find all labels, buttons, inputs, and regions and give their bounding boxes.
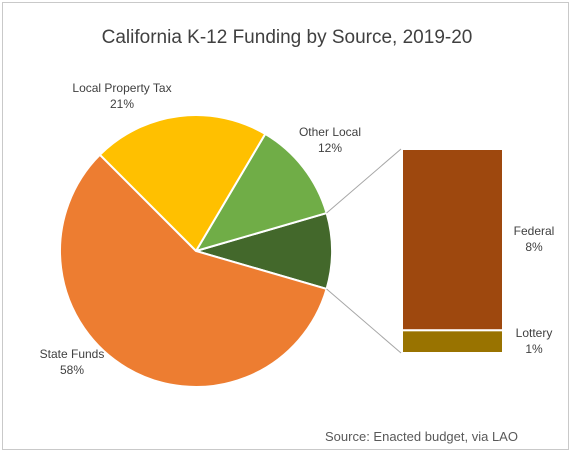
bar-segment-lottery xyxy=(401,329,504,355)
label-lottery-name: Lottery xyxy=(515,326,553,340)
label-lottery-value: 1% xyxy=(525,342,543,356)
label-other-local-value: 12% xyxy=(317,141,343,155)
pie-slice-local-property-tax xyxy=(98,114,267,253)
label-federal-value: 8% xyxy=(525,240,543,254)
label-local-property-tax-value: 21% xyxy=(109,97,135,111)
label-local-property-tax-name: Local Property Tax xyxy=(72,81,172,95)
label-other-local: Other Local 12% xyxy=(290,124,370,156)
pie-slice-other-local xyxy=(193,132,328,253)
label-state-funds-name: State Funds xyxy=(39,347,105,361)
label-other-local-name: Other Local xyxy=(298,125,362,139)
label-local-property-tax: Local Property Tax 21% xyxy=(62,80,182,112)
label-federal: Federal 8% xyxy=(504,223,564,255)
chart-title: California K-12 Funding by Source, 2019-… xyxy=(101,27,473,48)
pie-slice-state-funds xyxy=(59,153,328,388)
bar-segment-federal xyxy=(401,148,504,332)
connector-line-bottom xyxy=(326,288,402,354)
label-federal-name: Federal xyxy=(513,224,555,238)
label-state-funds: State Funds 58% xyxy=(32,346,112,378)
source-note: Source: Enacted budget, via LAO xyxy=(325,429,518,444)
label-state-funds-value: 58% xyxy=(59,363,85,377)
connector-line-top xyxy=(326,148,402,214)
label-lottery: Lottery 1% xyxy=(504,325,564,357)
